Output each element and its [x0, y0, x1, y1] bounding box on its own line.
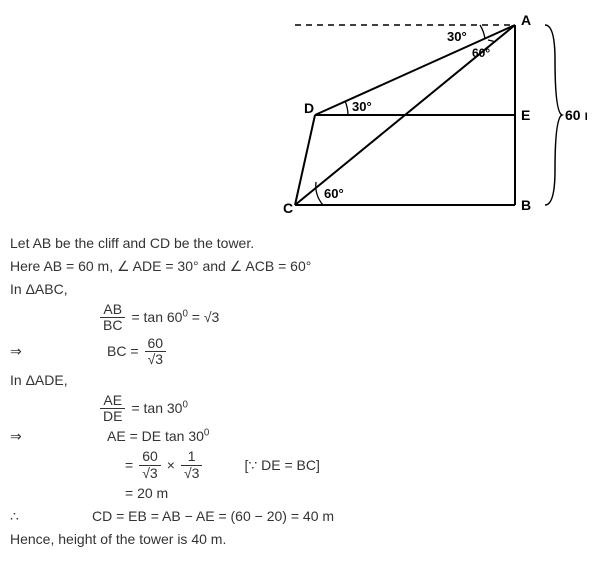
arc-d30: [345, 101, 348, 115]
imply1: ⇒: [10, 341, 60, 362]
line-ade-head: In ΔADE,: [10, 370, 587, 391]
lbl-a: A: [521, 12, 531, 28]
frac-ab-bc: AB BC: [100, 302, 125, 334]
imply2: ⇒: [10, 426, 60, 447]
note-debc: [∵ DE = BC]: [244, 455, 319, 476]
height-label: 60 m: [565, 107, 587, 123]
frac-ae-de: AE DE: [100, 393, 125, 425]
dr3b: √3: [139, 466, 161, 481]
lbl-c: C: [283, 200, 293, 216]
ang1: ∠: [117, 258, 130, 274]
eq-ae: ⇒ AE = DE tan 300: [10, 426, 587, 447]
t7deg: 0: [182, 399, 187, 410]
frac-60-r3b: 60 √3: [139, 449, 161, 481]
ang-top30: 30°: [447, 29, 467, 44]
den-de: DE: [100, 409, 125, 424]
t4rhs: = √3: [188, 309, 219, 325]
ang-d30: 30°: [352, 99, 372, 114]
t2b: ADE = 30° and: [130, 258, 230, 274]
times: ×: [167, 455, 175, 476]
den-bc: BC: [100, 318, 125, 333]
bc-eq: BC =: [107, 341, 139, 362]
frac-1-r3: 1 √3: [181, 449, 202, 481]
line-intro2: Here AB = 60 m, ∠ ADE = 30° and ∠ ACB = …: [10, 256, 587, 277]
eq-tan60: AB BC = tan 600 = √3: [10, 302, 587, 334]
num-ab: AB: [100, 302, 125, 318]
eq-ae-expand: = 60 √3 × 1 √3 [∵ DE = BC]: [10, 449, 587, 481]
t4eq: = tan 60: [131, 309, 182, 325]
eq-tan30: AE DE = tan 300: [10, 393, 587, 425]
dr3c: √3: [181, 466, 202, 481]
therefore: ∴: [10, 506, 50, 527]
t8deg: 0: [204, 428, 209, 439]
geometry-diagram: A E B D C 30° 60° 30° 60° 60 m: [10, 10, 587, 225]
frac-60-r3: 60 √3: [145, 336, 167, 368]
eq-tan60-mid: = tan 600 = √3: [131, 307, 219, 328]
n60b: 60: [139, 449, 161, 465]
t7eq: = tan 30: [131, 400, 182, 416]
ang-top60: 60°: [472, 46, 490, 60]
diagram-svg: A E B D C 30° 60° 30° 60° 60 m: [10, 10, 587, 225]
lbl-d: D: [304, 100, 314, 116]
n1: 1: [181, 449, 202, 465]
brace: [545, 25, 562, 205]
eq-tan30-rhs: = tan 300: [131, 398, 187, 419]
t8a: AE = DE tan 30: [107, 428, 204, 444]
t9a: =: [125, 455, 133, 476]
eq-20: = 20 m: [10, 483, 587, 504]
denr3: √3: [145, 352, 167, 367]
num-ae: AE: [100, 393, 125, 409]
lbl-e: E: [521, 107, 530, 123]
t2c: ACB = 60°: [242, 258, 311, 274]
lbl-b: B: [521, 197, 531, 213]
conclusion: Hence, height of the tower is 40 m.: [10, 529, 587, 550]
num60: 60: [145, 336, 167, 352]
arc-top60: [488, 40, 495, 42]
arc-top30: [480, 25, 485, 39]
t2a: Here AB = 60 m,: [10, 258, 117, 274]
eq-cd: ∴ CD = EB = AB − AE = (60 − 20) = 40 m: [10, 506, 587, 527]
line-abc-head: In ΔABC,: [10, 279, 587, 300]
cd-expr: CD = EB = AB − AE = (60 − 20) = 40 m: [92, 506, 334, 527]
line-intro1: Let AB be the cliff and CD be the tower.: [10, 233, 587, 254]
ang-c60: 60°: [324, 186, 344, 201]
ae-rhs: AE = DE tan 300: [107, 426, 209, 447]
ang2: ∠: [230, 258, 243, 274]
eq-bc: ⇒ BC = 60 √3: [10, 336, 587, 368]
